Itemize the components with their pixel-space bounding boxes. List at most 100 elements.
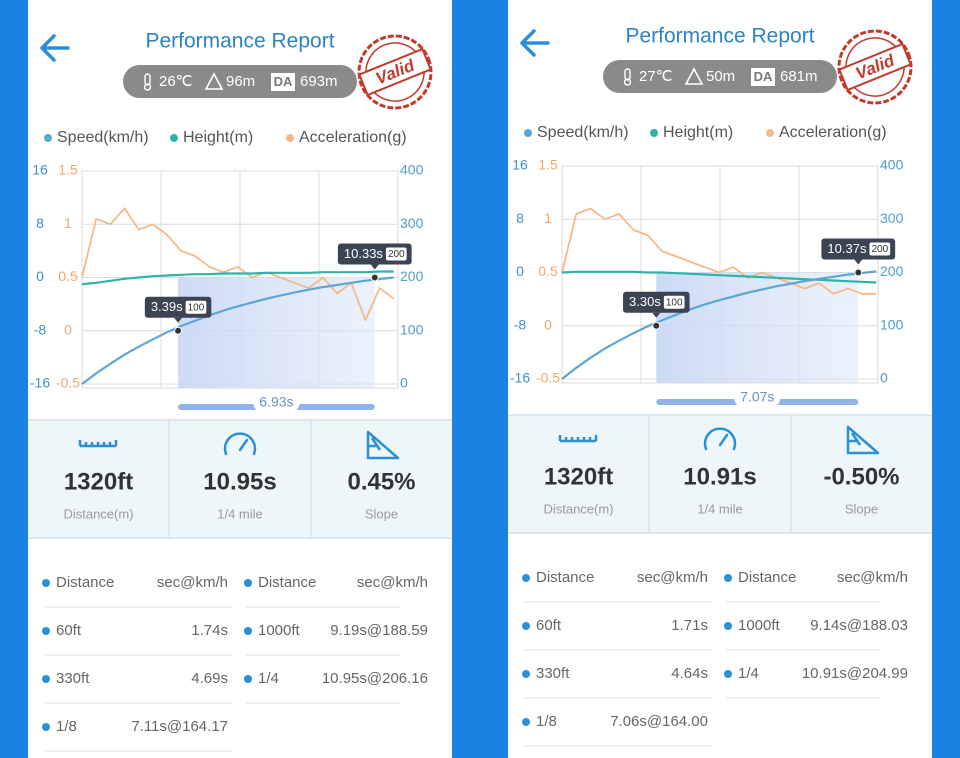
- marker-time: 10.37s: [827, 241, 867, 256]
- marker-badge: 10.33s 200: [337, 243, 412, 270]
- stat-value: 10.95s: [203, 468, 276, 495]
- table-cell: 9.14s@188.03: [810, 617, 908, 634]
- legend-label: Height(m): [183, 129, 253, 146]
- speed-tick-label: 300: [400, 215, 424, 231]
- table-cell: 1/8: [56, 718, 77, 735]
- table-cell: 330ft: [56, 670, 90, 687]
- density-altitude: 681m: [780, 68, 818, 85]
- speed-tick-label: 200: [880, 263, 904, 279]
- table-cell: 1/4: [738, 665, 759, 682]
- altitude-icon: [204, 72, 224, 90]
- legend-label: Acceleration(g): [779, 124, 887, 141]
- row-bullet: [522, 574, 530, 582]
- row-bullet: [42, 627, 50, 635]
- legend-dot: [286, 134, 294, 142]
- stat-label: Slope: [365, 506, 398, 521]
- speed-tick-label: 200: [400, 268, 424, 284]
- conditions-pill: [123, 65, 357, 98]
- legend-dot: [170, 134, 178, 142]
- legend-dot: [44, 134, 52, 142]
- slope-icon: [846, 425, 880, 455]
- da-badge-box: [271, 73, 295, 91]
- density-altitude: 693m: [300, 73, 338, 90]
- stat-value: 1320ft: [544, 463, 613, 490]
- row-bullet: [244, 579, 252, 587]
- range-label: 6.93s: [259, 394, 293, 410]
- stamp-ribbon: [358, 47, 432, 97]
- legend-label: Acceleration(g): [299, 129, 407, 146]
- acceleration-tick-label: 1.5: [538, 157, 558, 173]
- ruler-icon: [558, 435, 598, 443]
- back-button[interactable]: [40, 34, 70, 62]
- acceleration-tick-label: -0.5: [536, 370, 560, 386]
- table-cell: 1.74s: [191, 622, 228, 639]
- table-cell: 1/4: [258, 670, 279, 687]
- marker-pointer: [854, 259, 863, 265]
- table-header-cell: sec@km/h: [157, 574, 228, 591]
- speed-tick-label: 0: [400, 375, 408, 391]
- table-header-cell: sec@km/h: [637, 569, 708, 586]
- stamp-ring: [837, 29, 913, 105]
- valid-stamp: Valid: [357, 34, 433, 110]
- table-header-cell: Distance: [536, 569, 594, 586]
- series-line: [561, 207, 877, 295]
- stamp-ring: [357, 34, 433, 110]
- table-cell: 10.95s@206.16: [322, 670, 428, 687]
- speed-tick-label: 400: [400, 162, 424, 178]
- series-line: [81, 270, 394, 286]
- acceleration-tick-label: 1: [64, 215, 72, 231]
- stats-band: [508, 415, 932, 533]
- legend-dot: [650, 129, 658, 137]
- marker-dot: [174, 326, 183, 335]
- acceleration-tick-label: 0.5: [538, 263, 558, 279]
- table-header-cell: Distance: [738, 569, 796, 586]
- marker-dot: [652, 321, 661, 330]
- table-header-cell: sec@km/h: [837, 569, 908, 586]
- range-label-bg: [734, 389, 781, 407]
- stamp-ribbon: [838, 42, 912, 92]
- height-tick-label: -8: [514, 316, 527, 332]
- back-button[interactable]: [520, 29, 550, 57]
- acceleration-tick-label: 1.5: [58, 162, 78, 178]
- acceleration-tick-label: 0: [64, 321, 72, 337]
- marker-value-box: [869, 242, 891, 256]
- range-label-bg: [253, 394, 300, 412]
- stat-label: Slope: [845, 501, 878, 516]
- table-cell: 10.91s@204.99: [802, 665, 908, 682]
- marker-time: 10.33s: [344, 246, 384, 261]
- speed-tick-label: 300: [880, 210, 904, 226]
- row-bullet: [522, 718, 530, 726]
- table-cell: 7.11s@164.17: [131, 718, 228, 735]
- altitude: 50m: [706, 68, 735, 85]
- table-cell: 60ft: [536, 617, 562, 634]
- row-bullet: [244, 675, 252, 683]
- legend-label: Height(m): [663, 124, 733, 141]
- speed-tick-label: 400: [880, 157, 904, 173]
- row-bullet: [724, 574, 732, 582]
- thermometer-bulb: [143, 83, 152, 91]
- table-header-cell: Distance: [258, 574, 316, 591]
- series-line: [561, 270, 877, 380]
- speed-tick-label: 100: [880, 316, 904, 332]
- marker-value: 100: [666, 297, 683, 308]
- marker-dot: [854, 268, 863, 277]
- marker-value-box: [185, 300, 207, 314]
- table-cell: 4.64s: [671, 665, 708, 682]
- height-tick-label: 0: [516, 263, 524, 279]
- altitude: 96m: [226, 73, 255, 90]
- marker-time: 3.39s: [151, 299, 183, 314]
- height-tick-label: 16: [512, 157, 528, 173]
- row-bullet: [42, 579, 50, 587]
- height-tick-label: 0: [36, 268, 44, 284]
- da-badge: DA: [754, 69, 773, 84]
- da-badge-box: [751, 68, 775, 86]
- table-cell: 1000ft: [738, 617, 781, 634]
- ruler-icon: [78, 440, 118, 448]
- table-cell: 4.69s: [191, 670, 228, 687]
- row-bullet: [42, 723, 50, 731]
- temperature: 26℃: [159, 73, 193, 90]
- stat-value: -0.50%: [823, 463, 899, 490]
- acceleration-tick-label: 0: [544, 316, 552, 332]
- stat-label: 1/4 mile: [217, 506, 263, 521]
